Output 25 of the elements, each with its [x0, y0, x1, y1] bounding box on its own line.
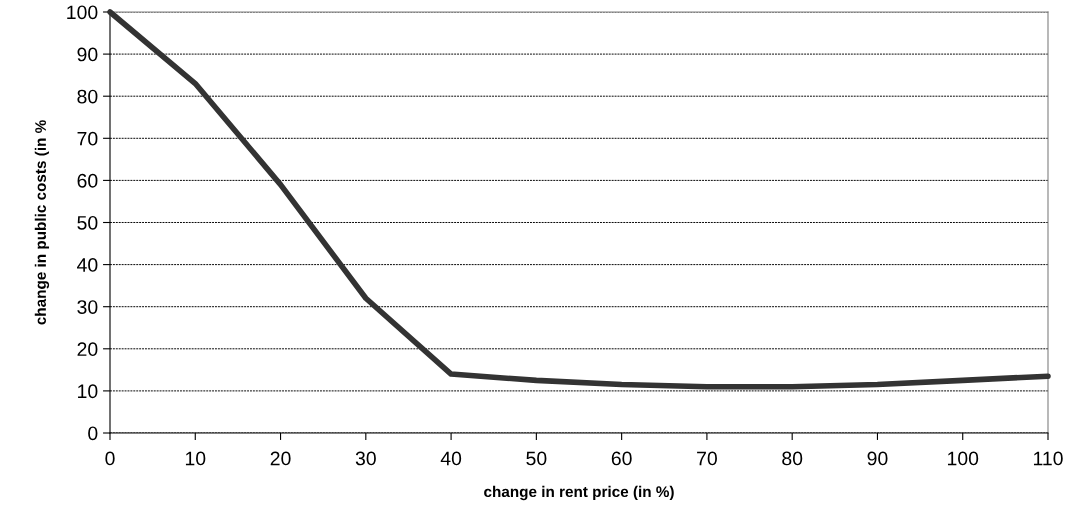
y-tick-label: 20	[77, 342, 98, 357]
x-tick-label: 90	[867, 451, 888, 466]
x-tick-label: 50	[526, 451, 547, 466]
y-tick-label: 70	[77, 131, 98, 146]
y-tick-label: 10	[78, 384, 98, 399]
y-tick-label: 90	[77, 47, 98, 62]
x-tick-label: 40	[440, 451, 462, 466]
x-axis-title: change in rent price (in %)	[484, 485, 674, 501]
x-tick-label: 100	[947, 451, 979, 466]
y-tick-label: 30	[77, 300, 98, 314]
x-tick-label: 20	[270, 451, 291, 466]
x-tick-label: 10	[185, 451, 206, 466]
x-tick-label: 30	[355, 451, 376, 466]
x-tick-label: 60	[611, 451, 632, 466]
y-tick-label: 40	[77, 258, 98, 272]
y-tick-label: 80	[77, 89, 98, 104]
x-tick-label: 70	[697, 451, 717, 466]
x-tick-label: 110	[1033, 451, 1063, 466]
x-tick-label: 0	[105, 451, 115, 466]
y-tick-label: 60	[77, 173, 98, 188]
y-tick-label: 50	[77, 215, 98, 230]
y-tick-label: 0	[88, 426, 98, 441]
y-axis-title: change in public costs (in %	[34, 120, 50, 325]
x-tick-label: 80	[782, 451, 803, 466]
y-tick-label: 100	[67, 5, 98, 20]
